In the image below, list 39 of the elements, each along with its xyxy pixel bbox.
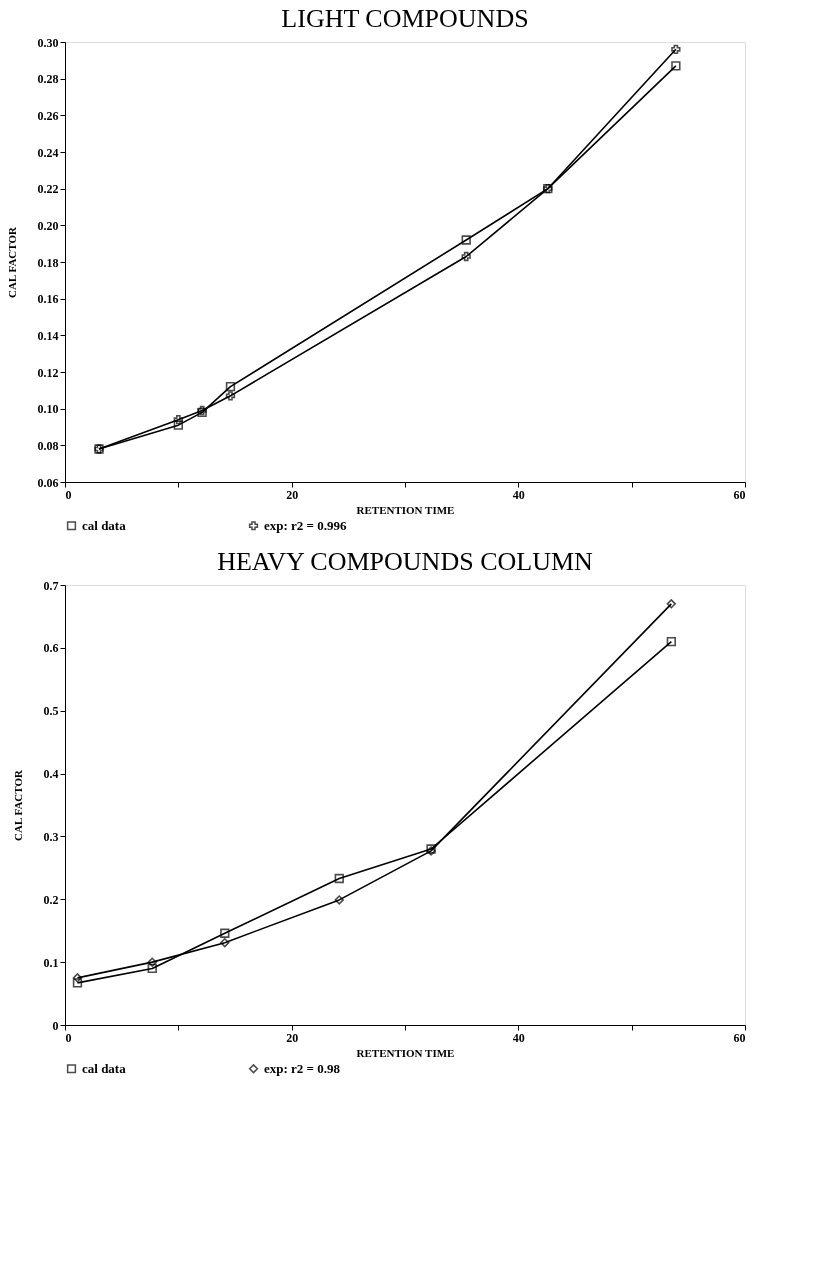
y-axis-title: CAL FACTOR: [11, 769, 24, 841]
chart-title: HEAVY COMPOUNDS COLUMN: [217, 547, 594, 576]
y-tick-label: 0.10: [37, 402, 59, 417]
y-tick-label: 0.1: [43, 955, 59, 970]
legend-label: exp: r2 = 0.98: [264, 1060, 341, 1076]
y-tick-label: 0.24: [37, 145, 59, 160]
x-tick-label: 60: [733, 487, 746, 502]
y-tick-label: 0.30: [37, 35, 59, 50]
y-axis-title: CAL FACTOR: [5, 226, 18, 298]
x-tick-label: 20: [286, 487, 299, 502]
x-tick-label: 0: [65, 1030, 72, 1045]
y-tick-label: 0.7: [43, 578, 59, 593]
y-tick-label: 0.16: [37, 292, 59, 307]
y-tick-label: 0.20: [37, 218, 59, 233]
y-tick-label: 0.5: [43, 704, 59, 719]
y-tick-label: 0: [52, 1018, 59, 1033]
legend-label: cal data: [82, 517, 127, 533]
y-tick-label: 0.4: [43, 767, 59, 782]
y-tick-label: 0.6: [43, 641, 59, 656]
legend-label: cal data: [82, 1060, 127, 1076]
y-tick-label: 0.06: [37, 475, 59, 490]
y-tick-label: 0.14: [37, 328, 59, 343]
x-axis-title: RETENTION TIME: [356, 1046, 455, 1059]
y-tick-label: 0.26: [37, 108, 59, 123]
y-tick-label: 0.12: [37, 365, 59, 380]
y-tick-label: 0.28: [37, 72, 59, 87]
x-tick-label: 0: [65, 487, 72, 502]
y-tick-label: 0.3: [43, 829, 59, 844]
x-tick-label: 40: [512, 487, 525, 502]
chart-title: LIGHT COMPOUNDS: [281, 4, 529, 33]
y-tick-label: 0.18: [37, 255, 59, 270]
x-tick-label: 40: [512, 1030, 525, 1045]
y-tick-label: 0.22: [37, 182, 59, 197]
y-tick-label: 0.2: [43, 892, 59, 907]
legend-label: exp: r2 = 0.996: [264, 517, 348, 533]
x-tick-label: 20: [286, 1030, 299, 1045]
x-tick-label: 60: [733, 1030, 746, 1045]
y-tick-label: 0.08: [37, 438, 59, 453]
x-axis-title: RETENTION TIME: [356, 503, 455, 516]
